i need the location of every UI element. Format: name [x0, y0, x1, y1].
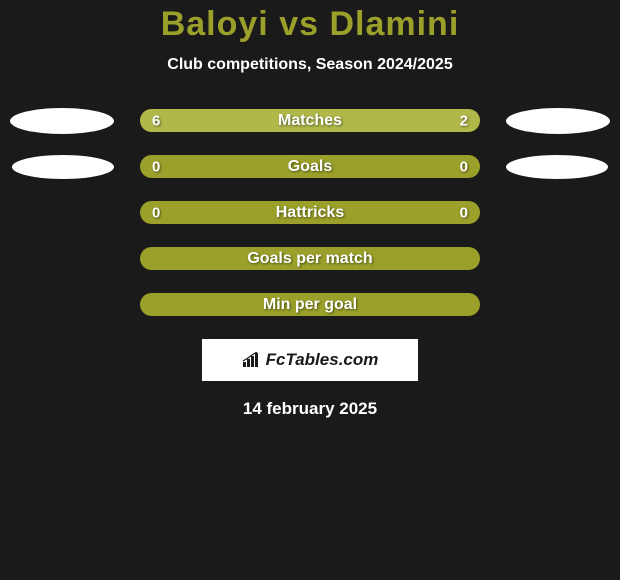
brand-label: FcTables.com [266, 350, 379, 370]
stat-label: Min per goal [140, 296, 480, 314]
date-text: 14 february 2025 [0, 399, 620, 419]
page-subtitle: Club competitions, Season 2024/2025 [0, 56, 620, 74]
stat-label: Matches [140, 112, 480, 130]
stat-bar-min-per-goal: Min per goal [140, 293, 480, 316]
player-avatar-left [10, 108, 114, 134]
stat-bar-goals-per-match: Goals per match [140, 247, 480, 270]
chart-icon [242, 352, 262, 368]
brand-logo[interactable]: FcTables.com [202, 339, 418, 381]
stat-value-right: 0 [460, 158, 468, 175]
stat-value-right: 0 [460, 204, 468, 221]
stat-bar-hattricks: 0 Hattricks 0 [140, 201, 480, 224]
comparison-container: Baloyi vs Dlamini Club competitions, Sea… [0, 0, 620, 419]
stat-label: Hattricks [140, 204, 480, 222]
stat-bar-goals: 0 Goals 0 [140, 155, 480, 178]
player-avatar-right [506, 108, 610, 134]
stat-value-right: 2 [460, 112, 468, 129]
player-avatar-right [506, 155, 608, 179]
stat-row-goals: 0 Goals 0 [0, 155, 620, 178]
stat-label: Goals per match [140, 250, 480, 268]
stat-bar-matches: 6 Matches 2 [140, 109, 480, 132]
page-title: Baloyi vs Dlamini [0, 5, 620, 44]
player-avatar-left [12, 155, 114, 179]
stat-label: Goals [140, 158, 480, 176]
stat-row-hattricks: 0 Hattricks 0 [0, 201, 620, 224]
brand-text: FcTables.com [242, 350, 379, 370]
stat-row-matches: 6 Matches 2 [0, 109, 620, 132]
